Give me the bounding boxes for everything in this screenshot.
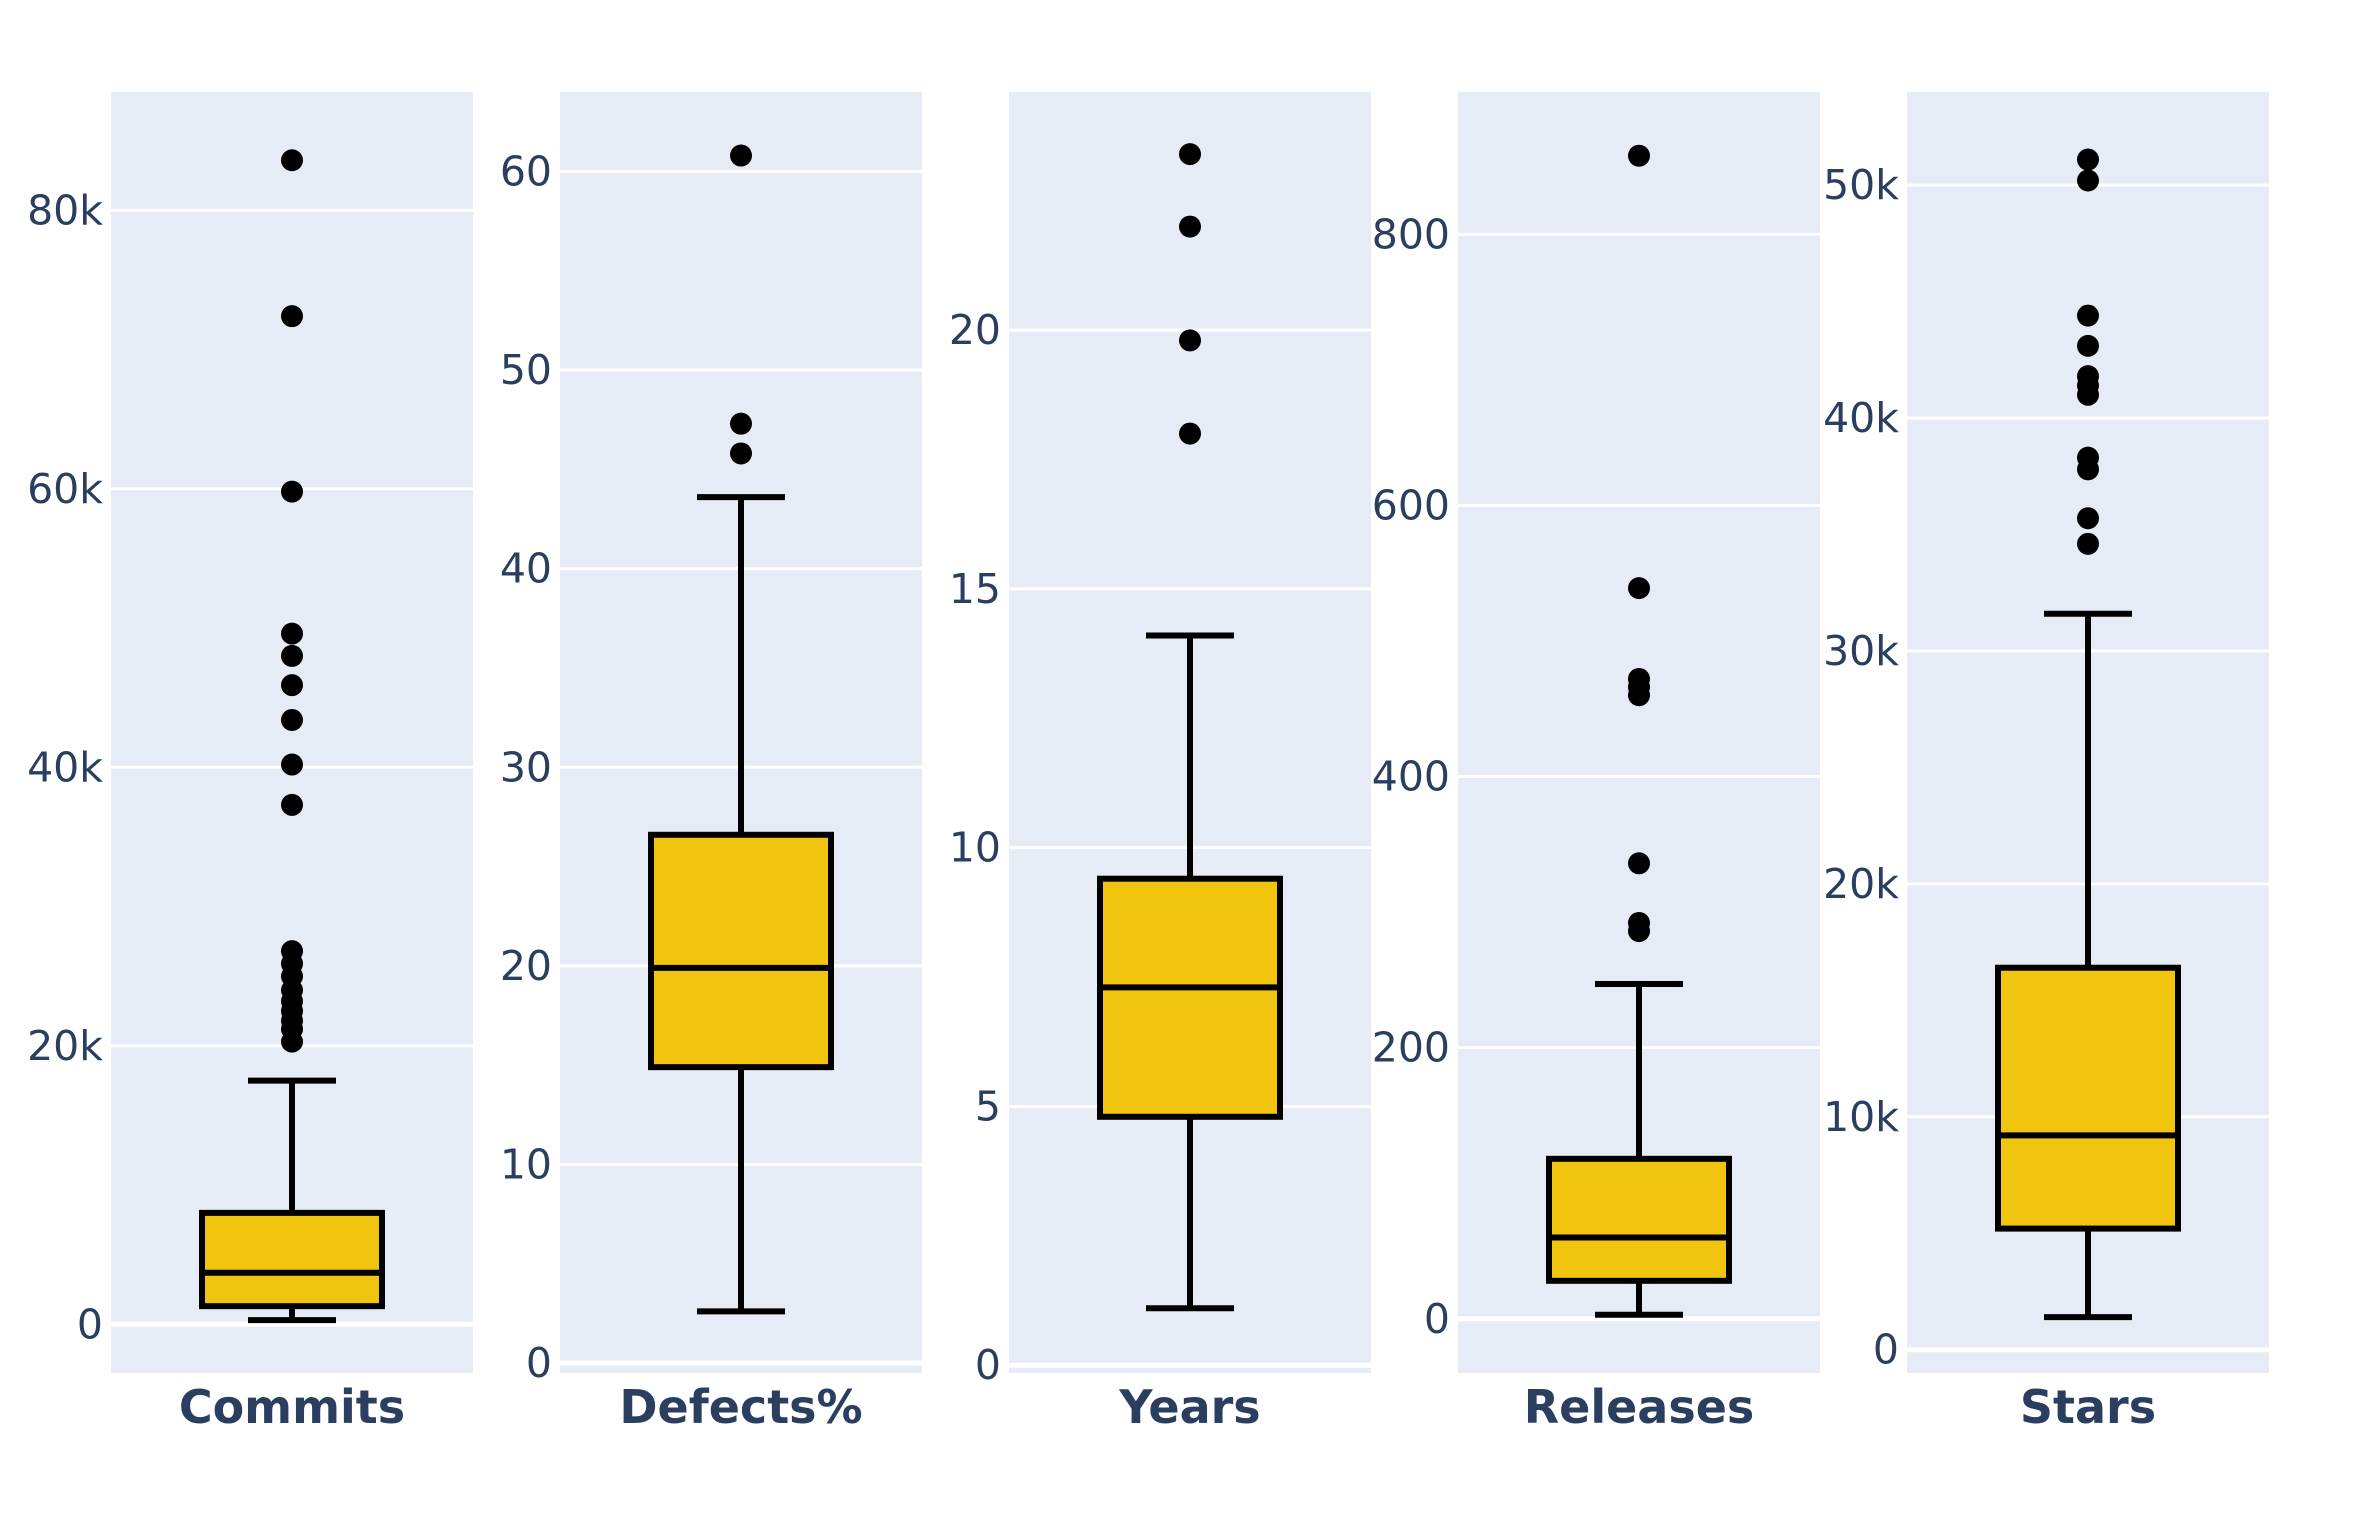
y-tick-label: 50 bbox=[500, 346, 552, 394]
subplot-years: 0 5 10 15 20 Years bbox=[949, 92, 1371, 1434]
y-tick-label: 400 bbox=[1372, 753, 1450, 801]
y-tick-label: 20 bbox=[949, 306, 1001, 354]
outlier-point bbox=[281, 305, 303, 328]
y-tick-label: 200 bbox=[1372, 1024, 1450, 1072]
y-tick-label: 60 bbox=[500, 147, 552, 195]
y-tick-label: 600 bbox=[1372, 481, 1450, 529]
y-tick-label: 10 bbox=[500, 1140, 552, 1188]
y-tick-label: 0 bbox=[1424, 1295, 1450, 1343]
y-tick-label: 50k bbox=[1823, 161, 1899, 209]
outlier-point bbox=[1628, 852, 1650, 875]
y-tick-label: 40k bbox=[1823, 394, 1899, 442]
y-tick-label: 30 bbox=[500, 743, 552, 791]
iqr-box bbox=[1097, 875, 1283, 1120]
x-category-label: Stars bbox=[2020, 1380, 2156, 1434]
outlier-point bbox=[2077, 532, 2099, 555]
y-tick-label: 60k bbox=[27, 465, 103, 513]
y-tick-label: 0 bbox=[975, 1341, 1001, 1389]
y-tick-label: 40 bbox=[500, 545, 552, 593]
y-tick-label: 40k bbox=[27, 743, 103, 791]
subplot-stars: 0 10k 20k 30k 40k 50k Stars bbox=[1823, 92, 2269, 1434]
outlier-point bbox=[1179, 422, 1201, 445]
y-tick-label: 800 bbox=[1372, 210, 1450, 258]
x-category-label: Years bbox=[1118, 1380, 1260, 1434]
outlier-point bbox=[730, 412, 752, 435]
outlier-point bbox=[730, 144, 752, 167]
outlier-point bbox=[1179, 329, 1201, 352]
y-tick-label: 0 bbox=[526, 1339, 552, 1387]
y-tick-label: 20k bbox=[1823, 860, 1899, 908]
outlier-point bbox=[1628, 144, 1650, 167]
outlier-point bbox=[281, 149, 303, 172]
outlier-point bbox=[1179, 143, 1201, 166]
outlier-point bbox=[281, 753, 303, 776]
outlier-point bbox=[1179, 215, 1201, 238]
subplot-defects-: 0 10 20 30 40 50 60 Defects% bbox=[500, 92, 922, 1434]
y-tick-label: 80k bbox=[27, 186, 103, 234]
outlier-point bbox=[2077, 383, 2099, 406]
outlier-point bbox=[281, 793, 303, 816]
iqr-box bbox=[1995, 964, 2181, 1232]
outlier-point bbox=[1628, 920, 1650, 943]
outlier-point bbox=[281, 622, 303, 645]
subplot-commits: 0 20k 40k 60k 80k Commits bbox=[27, 92, 473, 1434]
y-tick-label: 20 bbox=[500, 942, 552, 990]
y-tick-label: 10 bbox=[949, 824, 1001, 872]
y-tick-label: 0 bbox=[1873, 1326, 1899, 1374]
x-category-label: Commits bbox=[179, 1380, 405, 1434]
iqr-box bbox=[199, 1209, 385, 1310]
outlier-point bbox=[281, 644, 303, 667]
outlier-point bbox=[2077, 148, 2099, 171]
outlier-point bbox=[281, 480, 303, 503]
outlier-point bbox=[1628, 684, 1650, 707]
y-tick-label: 10k bbox=[1823, 1093, 1899, 1141]
outlier-point bbox=[281, 674, 303, 697]
x-category-label: Defects% bbox=[619, 1380, 862, 1434]
outlier-point bbox=[2077, 304, 2099, 327]
outlier-point bbox=[281, 1030, 303, 1053]
iqr-box bbox=[648, 831, 834, 1071]
outlier-point bbox=[2077, 169, 2099, 192]
y-tick-label: 20k bbox=[27, 1022, 103, 1070]
iqr-box bbox=[1546, 1155, 1732, 1284]
y-tick-label: 30k bbox=[1823, 627, 1899, 675]
outlier-point bbox=[2077, 507, 2099, 530]
y-tick-label: 5 bbox=[975, 1082, 1001, 1130]
x-category-label: Releases bbox=[1524, 1380, 1755, 1434]
outlier-point bbox=[1628, 577, 1650, 600]
y-tick-label: 15 bbox=[949, 565, 1001, 613]
outlier-point bbox=[730, 442, 752, 465]
y-tick-label: 0 bbox=[77, 1300, 103, 1348]
subplot-releases: 0 200 400 600 800 Releases bbox=[1372, 92, 1820, 1434]
outlier-point bbox=[2077, 458, 2099, 481]
outlier-point bbox=[281, 708, 303, 731]
outlier-point bbox=[2077, 334, 2099, 357]
